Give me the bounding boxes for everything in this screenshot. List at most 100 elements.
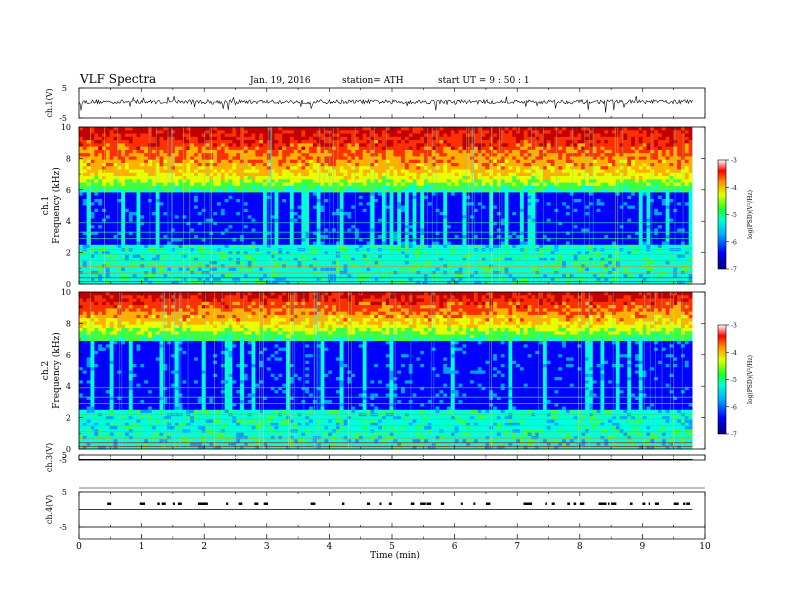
spectrogram-cell (374, 254, 379, 259)
spectrogram-cell (462, 215, 467, 219)
spectrogram-cell (117, 231, 122, 236)
spectrogram-cell (259, 133, 264, 138)
spectrogram-cell (197, 159, 203, 164)
spectrogram-cell (82, 149, 88, 154)
spectrogram-cell (324, 133, 329, 138)
spectrogram-cell (105, 221, 111, 226)
spectrogram-cell (82, 277, 88, 282)
spectrogram-cell (466, 182, 471, 187)
spectrogram-cell (259, 277, 264, 282)
spectrogram-cell (266, 127, 272, 131)
spectrogram-cell (324, 205, 329, 210)
spectrogram-cell (301, 274, 306, 278)
spectrogram-cell (259, 127, 264, 131)
spectrogram-cell (339, 251, 344, 255)
spectrogram-cell (109, 205, 114, 210)
spectrogram-cell (450, 208, 456, 213)
spectrogram-cell (278, 280, 283, 285)
spectrogram-cell (274, 215, 279, 219)
spectrogram-cell (293, 231, 298, 236)
spectrogram-cell (163, 257, 168, 262)
spectrogram-cell (140, 202, 145, 206)
spectrogram-cell (140, 166, 145, 170)
spectrogram-cell (393, 231, 398, 236)
spectrogram-cell (320, 127, 325, 131)
spectrogram-cell (462, 267, 467, 272)
spectrogram-cell (297, 182, 302, 187)
spectrogram-cell (144, 280, 149, 285)
spectrogram-cell (466, 185, 471, 190)
spectrogram-cell (328, 179, 333, 183)
spectrogram-cell (424, 212, 429, 216)
spectrogram-cell (205, 195, 210, 200)
spectrogram-cell (458, 166, 463, 170)
spectrogram-cell (144, 264, 149, 269)
spectrogram-cell (117, 169, 122, 174)
spectrogram-cell (385, 149, 390, 154)
spectrogram-cell (174, 280, 180, 285)
spectrogram-cell (259, 169, 264, 174)
spectrogram-cell (397, 153, 402, 157)
spectrogram-cell (251, 176, 256, 180)
spectrogram-cell (439, 185, 444, 190)
spectrogram-cell (109, 146, 114, 151)
spectrogram-cell (132, 176, 137, 180)
spectrogram-cell (159, 130, 164, 134)
spectrogram-cell (385, 169, 390, 174)
spectrogram-cell (117, 198, 122, 203)
spectrogram-cell (105, 238, 111, 242)
spectrogram-cell (159, 127, 164, 131)
spectrogram-cell (190, 195, 195, 200)
spectrogram-cell (358, 140, 364, 144)
spectrogram-cell (381, 205, 387, 210)
spectrogram-cell (228, 225, 233, 229)
spectrogram-cell (243, 228, 249, 233)
spectrogram-cell (243, 159, 249, 164)
spectrogram-cell (186, 202, 191, 206)
spectrogram-cell (94, 179, 99, 183)
spectrogram-cell (282, 208, 287, 213)
spectrogram-cell (347, 280, 352, 285)
spectrogram-cell (171, 234, 176, 239)
spectrogram-cell (266, 143, 272, 148)
spectrogram-cell (240, 267, 245, 272)
spectrogram-cell (224, 234, 229, 239)
spectrogram-cell (182, 234, 187, 239)
spectrogram-cell (309, 149, 314, 154)
spectrogram-cell (121, 153, 126, 157)
spectrogram-cell (270, 202, 275, 206)
spectrogram-cell (140, 280, 145, 285)
spectrogram-cell (301, 218, 306, 223)
spectrogram-cell (98, 257, 103, 262)
spectrogram-cell (404, 156, 410, 161)
spectrogram-cell (90, 231, 95, 236)
spectrogram-cell (289, 133, 295, 138)
spectrogram-cell (293, 136, 298, 141)
spectrogram-cell (109, 277, 114, 282)
spectrogram-cell (109, 172, 114, 177)
spectrogram-cell (447, 218, 452, 223)
spectrogram-cell (305, 231, 310, 236)
spectrogram-cell (347, 257, 352, 262)
spectrogram-cell (320, 238, 325, 242)
spectrogram-cell (79, 254, 84, 259)
spectrogram-cell (408, 195, 413, 200)
spectrogram-cell (240, 149, 245, 154)
spectrogram-cell (136, 185, 141, 190)
spectrogram-cell (366, 195, 371, 200)
spectrogram-cell (125, 205, 130, 210)
spectrogram-cell (458, 130, 463, 134)
spectrogram-cell (128, 159, 134, 164)
spectrogram-cell (416, 238, 421, 242)
spectrogram-cell (462, 127, 467, 131)
spectrogram-cell (270, 205, 275, 210)
spectrogram-cell (301, 166, 306, 170)
spectrogram-cell (155, 221, 160, 226)
spectrogram-cell (201, 277, 206, 282)
spectrogram-cell (197, 261, 203, 265)
spectrogram-cell (167, 169, 172, 174)
spectrogram-cell (374, 277, 379, 282)
spectrogram-cell (431, 205, 436, 210)
spectrogram-cell (355, 149, 360, 154)
spectrogram-cell (320, 244, 325, 249)
